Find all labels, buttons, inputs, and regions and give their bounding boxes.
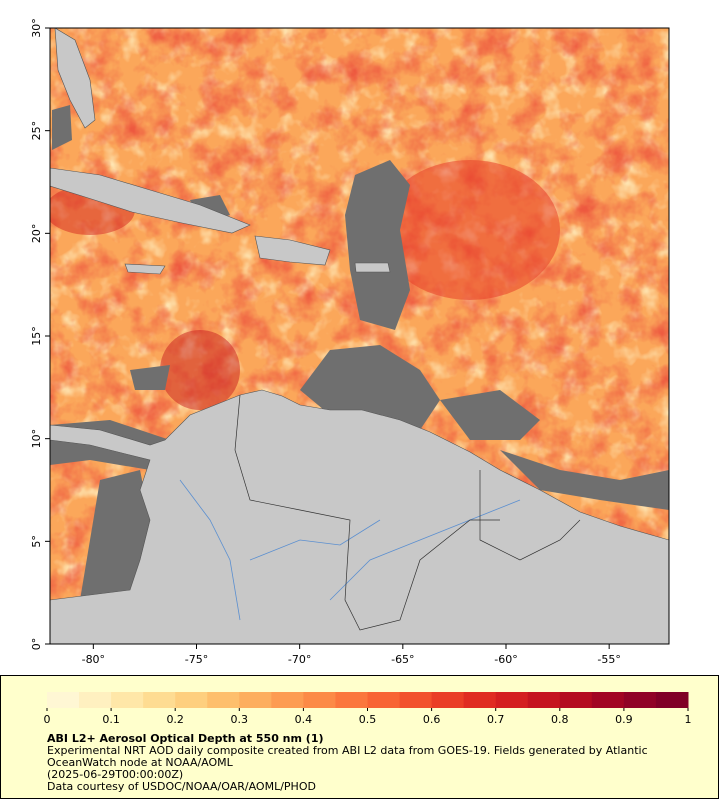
x-tick-label: -60° (494, 653, 517, 666)
y-tick-label: 30° (30, 18, 43, 38)
colorbar-cell (559, 692, 593, 708)
colorbar-cell (431, 692, 465, 708)
rivers (179, 479, 521, 621)
colorbar-tick-label: 0.1 (102, 713, 120, 726)
colorbar-cell (623, 692, 657, 708)
colorbar-cell (271, 692, 304, 708)
colorbar-tick-label: 1 (685, 713, 692, 726)
colorbar-cell (655, 692, 689, 708)
colorbar-cell (207, 692, 240, 708)
colorbar-cell (591, 692, 625, 708)
colorbar-cell (495, 692, 529, 708)
caption-line: Experimental NRT AOD daily composite cre… (47, 744, 648, 757)
borders (234, 394, 581, 631)
colorbar-cell (335, 692, 368, 708)
colorbar-cell (463, 692, 497, 708)
caption-line: Data courtesy of USDOC/NOAA/OAR/AOML/PHO… (47, 780, 316, 793)
colorbar-cell (111, 692, 144, 708)
y-tick-label: 20° (30, 224, 43, 244)
colorbar-cell (527, 692, 561, 708)
colorbar-tick-label: 0.5 (359, 713, 377, 726)
colorbar-cell (239, 692, 272, 708)
colorbar-cell (303, 692, 336, 708)
colorbar-tick-label: 0.9 (615, 713, 633, 726)
colorbar-cell (47, 692, 80, 708)
caption-title: ABI L2+ Aerosol Optical Depth at 550 nm … (47, 732, 324, 745)
x-tick-label: -65° (391, 653, 414, 666)
y-tick-label: 5° (30, 535, 43, 548)
colorbar-tick-label: 0.7 (487, 713, 505, 726)
colorbar-cell (399, 692, 433, 708)
x-tick-label: -55° (597, 653, 620, 666)
y-tick-label: 15° (30, 326, 43, 346)
x-tick-label: -80° (82, 653, 105, 666)
aod-high (160, 330, 240, 410)
colorbar-tick-label: 0.3 (231, 713, 249, 726)
map (50, 28, 669, 644)
colorbar-cell (79, 692, 112, 708)
aod-high (380, 160, 560, 300)
colorbar-tick-label: 0.4 (295, 713, 313, 726)
land (50, 28, 669, 644)
colorbar-cell (367, 692, 401, 708)
y-tick-label: 10° (30, 429, 43, 449)
colorbar-tick-label: 0.6 (423, 713, 441, 726)
colorbar-tick-label: 0.2 (166, 713, 184, 726)
x-tick-label: -70° (288, 653, 311, 666)
x-tick-label: -75° (185, 653, 208, 666)
colorbar-cell (175, 692, 208, 708)
colorbar-tick-label: 0.8 (551, 713, 569, 726)
caption-line: OceanWatch node at NOAA/AOML (47, 756, 234, 769)
colorbar-tick-label: 0 (44, 713, 51, 726)
caption-line: (2025-06-29T00:00:00Z) (47, 768, 183, 781)
y-tick-label: 0° (30, 638, 43, 651)
y-tick-label: 25° (30, 121, 43, 141)
colorbar-cell (143, 692, 176, 708)
